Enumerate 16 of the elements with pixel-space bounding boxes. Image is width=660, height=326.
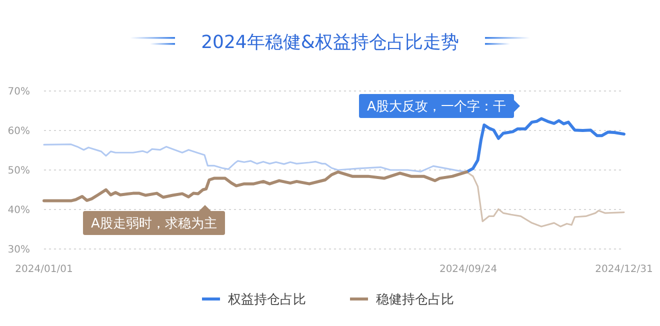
legend-label: 稳健持仓占比 bbox=[376, 292, 454, 308]
y-tick-label: 50% bbox=[8, 166, 30, 176]
x-tick-label: 2024/01/01 bbox=[15, 264, 73, 275]
x-tick-label: 2024/12/31 bbox=[595, 264, 653, 275]
chart-title: 2024年稳健&权益持仓占比走势 bbox=[201, 32, 459, 53]
y-tick-label: 40% bbox=[8, 205, 30, 216]
x-tick-label: 2024/09/24 bbox=[439, 264, 498, 275]
line-series bbox=[42, 170, 468, 202]
line-series bbox=[466, 171, 625, 228]
annotation: A股大反攻，一个字：干 bbox=[367, 98, 506, 115]
legend-label: 权益持仓占比 bbox=[227, 292, 306, 308]
y-tick-label: 70% bbox=[8, 86, 30, 98]
annotation: A股走弱时，求稳为主 bbox=[91, 216, 217, 232]
y-tick-label: 60% bbox=[8, 126, 30, 137]
line-series bbox=[465, 117, 626, 174]
y-tick-label: 30% bbox=[8, 244, 30, 256]
